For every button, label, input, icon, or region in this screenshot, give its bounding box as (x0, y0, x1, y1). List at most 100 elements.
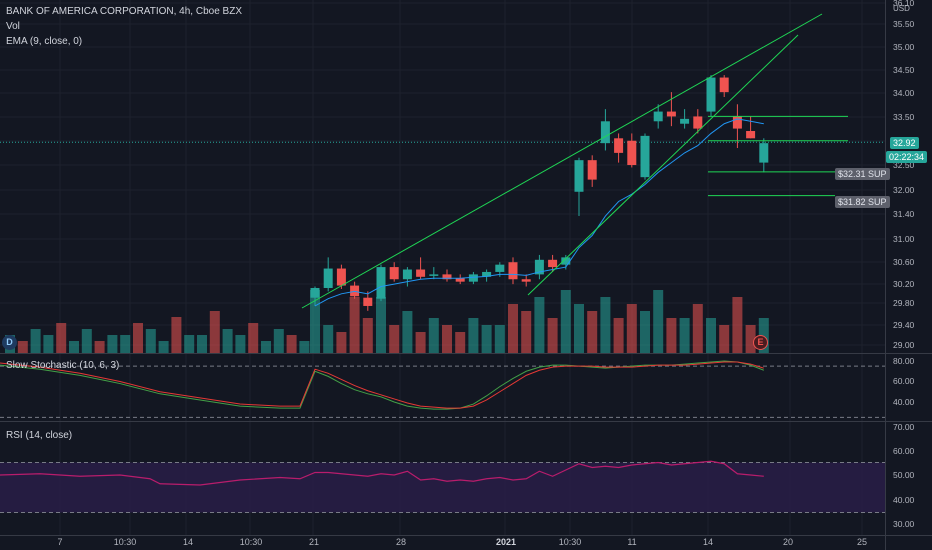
candle (429, 267, 439, 280)
ema-legend: EMA (9, close, 0) (6, 36, 83, 47)
price-tick: 34.50 (893, 65, 915, 75)
price-axis[interactable]: 36.1035.5035.0034.5034.0033.5033.0032.50… (893, 0, 915, 529)
ema-line (314, 118, 764, 307)
grid-lines (0, 0, 885, 535)
candles (310, 75, 769, 311)
candle (376, 264, 386, 302)
time-tick: 10:30 (559, 537, 582, 547)
candle (680, 109, 690, 129)
time-tick: 2021 (496, 537, 516, 547)
volume-bar (349, 297, 360, 353)
candle (336, 264, 346, 289)
currency-label: USD (893, 4, 910, 13)
candle (468, 271, 478, 285)
candle (363, 291, 373, 311)
volume-bar (547, 318, 558, 353)
price-tick: 30.20 (893, 279, 915, 289)
stoch-tick: 40.00 (893, 397, 915, 407)
volume-bar (494, 325, 505, 353)
volume-legend: Vol (6, 21, 20, 32)
volume-bar (613, 318, 624, 353)
candle (574, 157, 584, 217)
candle (455, 274, 465, 285)
time-axis[interactable]: 7 10:30 14 10:30 21 28 2021 10:30 11 14 20 25 (57, 537, 867, 547)
volume-bar (468, 318, 479, 353)
candle (719, 75, 729, 97)
price-tick: 30.60 (893, 257, 915, 267)
rsi-tick: 50.00 (893, 470, 915, 480)
rsi-tick: 30.00 (893, 519, 915, 529)
candle (310, 286, 320, 306)
candle (693, 109, 703, 134)
volume-bars (5, 290, 769, 353)
stoch-tick: 80.00 (893, 356, 915, 366)
trendlines[interactable] (301, 13, 823, 309)
time-tick: 10:30 (114, 537, 137, 547)
volume-bar (560, 290, 571, 353)
price-tick: 29.80 (893, 298, 915, 308)
price-tick: 32.50 (893, 160, 915, 170)
candle (442, 269, 452, 282)
volume-bar (679, 318, 690, 353)
volume-bar (336, 332, 347, 353)
price-tick: 32.00 (893, 185, 915, 195)
price-tick: 29.00 (893, 340, 915, 350)
earnings-marker[interactable]: E (753, 335, 768, 350)
stoch-d-line (0, 361, 764, 409)
rsi-tick: 70.00 (893, 422, 915, 432)
chart-title: BANK OF AMERICA CORPORATION, 4h, Cboe BZ… (6, 6, 242, 17)
volume-bar (600, 297, 611, 353)
candle (402, 267, 412, 287)
time-tick: 28 (396, 537, 406, 547)
time-tick: 20 (783, 537, 793, 547)
rsi-line (0, 460, 764, 486)
volume-bar (626, 304, 637, 353)
volume-bar (587, 311, 598, 353)
candle (508, 257, 518, 285)
volume-bar (653, 290, 664, 353)
volume-bar (376, 297, 386, 353)
time-tick: 14 (183, 537, 193, 547)
price-tick: 31.40 (893, 209, 915, 219)
candle (759, 138, 769, 173)
support-label-1[interactable]: $32.31 SUP (835, 168, 890, 180)
volume-bar (508, 304, 518, 353)
volume-bar (719, 325, 730, 353)
dividend-marker[interactable]: D (2, 335, 17, 350)
volume-bar (745, 325, 756, 353)
stoch-tick: 60.00 (893, 376, 915, 386)
candle (600, 109, 610, 151)
volume-bar (455, 332, 466, 353)
volume-bar (692, 304, 703, 353)
rsi-band (0, 462, 885, 513)
volume-bar (362, 318, 373, 353)
volume-bar (534, 297, 545, 353)
candle (640, 133, 650, 180)
volume-bar (428, 318, 439, 353)
candle (653, 104, 663, 129)
price-tick: 35.50 (893, 19, 915, 29)
level-lines[interactable] (708, 115, 848, 197)
wedge-lower-line (527, 34, 799, 296)
support-label-2[interactable]: $31.82 SUP (835, 196, 890, 208)
volume-bar (732, 297, 743, 353)
countdown-badge: 02:22:34 (886, 151, 928, 163)
volume-bar (521, 311, 532, 353)
volume-bar (402, 311, 413, 353)
candle (666, 92, 676, 127)
candle (323, 257, 333, 292)
time-tick: 11 (627, 537, 636, 547)
price-tick: 29.40 (893, 320, 915, 330)
time-tick: 7 (57, 537, 62, 547)
time-tick: 21 (309, 537, 319, 547)
volume-bar (310, 290, 320, 353)
volume-bar (415, 332, 426, 353)
last-price-badge: 32.92 (890, 137, 919, 149)
rsi-lines (0, 460, 885, 513)
price-tick: 36.10 (893, 0, 915, 8)
candle (482, 269, 492, 282)
volume-bar (323, 325, 334, 353)
volume-bar (640, 311, 650, 353)
